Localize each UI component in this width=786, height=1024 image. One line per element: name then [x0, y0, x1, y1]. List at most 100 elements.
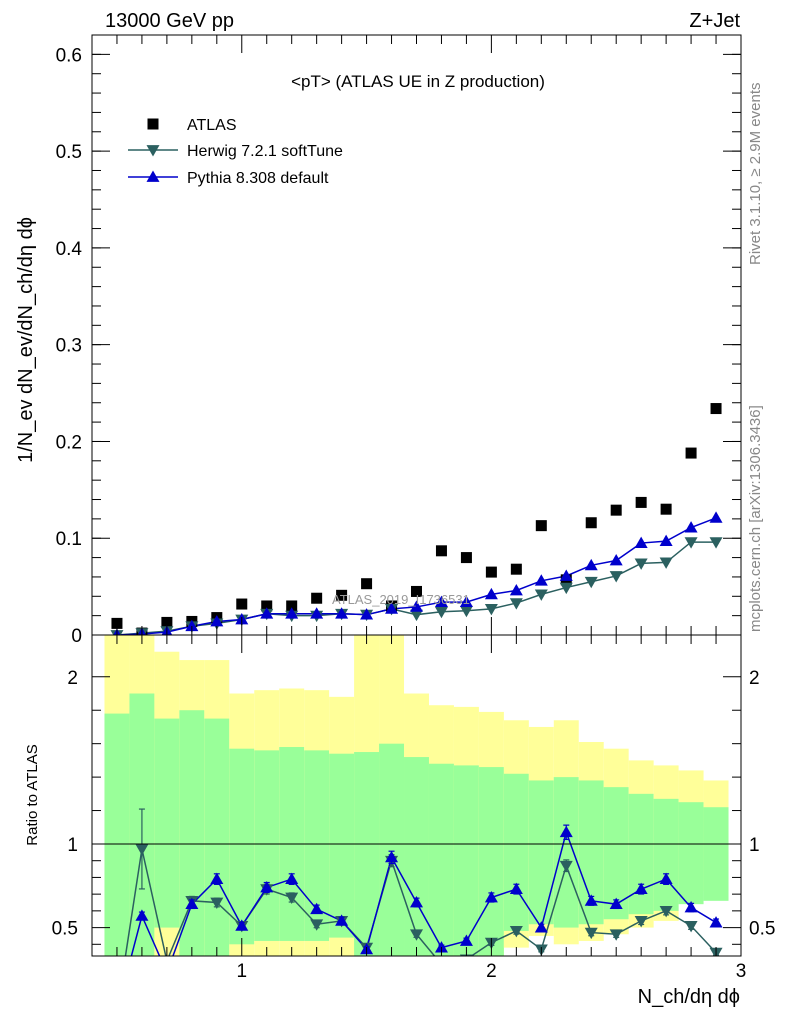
- ratio-y-tick-label: 2: [67, 668, 78, 689]
- uncertainty-bands: [104, 635, 729, 956]
- data-point: [484, 587, 498, 600]
- data-point: [210, 614, 224, 627]
- axis-tick-labels: 00.10.20.30.40.50.61 2 30.5 0.51 12 2: [52, 45, 776, 982]
- inner-band-bin: [254, 750, 280, 941]
- inner-band-bin: [428, 763, 454, 956]
- data-point: [111, 617, 123, 629]
- data-point: [385, 602, 399, 614]
- data-point: [534, 589, 548, 601]
- y-tick-label: 0.1: [56, 529, 82, 550]
- ratio-point: [584, 927, 598, 940]
- ratio-point: [435, 959, 448, 970]
- ratio-point: [609, 897, 623, 910]
- ratio-point: [609, 929, 623, 941]
- ratio-point: [285, 872, 299, 884]
- ratio-y-tick-label-right: 2: [749, 668, 760, 689]
- data-point: [485, 566, 497, 578]
- data-point: [161, 616, 173, 628]
- y-tick-label: 0.6: [56, 45, 82, 66]
- data-point: [509, 598, 523, 610]
- ratio-point: [534, 921, 548, 933]
- data-point: [709, 537, 723, 549]
- ratio-point: [634, 882, 648, 894]
- ratio-point: [684, 901, 698, 913]
- y-tick-label: 0.4: [56, 239, 83, 260]
- top-y-axis-label: 1/N_ev dN_ev/dN_ch/dη dϕ: [15, 217, 37, 463]
- inner-band-bin: [154, 718, 180, 928]
- ratio-point: [559, 825, 573, 838]
- data-point: [660, 503, 672, 515]
- data-point: [559, 582, 573, 595]
- data-point: [535, 520, 547, 532]
- ratio-point: [659, 872, 673, 884]
- data-point: [260, 607, 274, 619]
- x-tick-label: 1: [236, 961, 247, 982]
- ratio-point: [434, 941, 448, 953]
- ratio-point: [709, 916, 723, 928]
- x-tick-label: 3: [736, 961, 747, 982]
- ratio-point: [135, 909, 149, 921]
- ratio-point: [210, 897, 224, 909]
- data-point: [285, 607, 299, 619]
- ratio-point: [260, 880, 274, 893]
- inner-band-bin: [478, 767, 504, 956]
- data-point: [434, 606, 448, 619]
- ratio-point: [659, 905, 673, 918]
- data-point: [411, 585, 422, 597]
- ratio-y-tick-label-right: 0.5: [749, 919, 775, 940]
- inner-band-bin: [528, 780, 554, 925]
- data-point: [311, 592, 323, 604]
- inner-band-bin: [329, 753, 355, 938]
- analysis-watermark: ATLAS_2019_I1736531: [332, 592, 470, 607]
- data-point: [510, 563, 522, 575]
- legend: ATLAS Herwig 7.2.1 softTune Pythia 8.308 d…: [128, 117, 343, 187]
- data-point: [410, 609, 423, 622]
- ratio-point: [185, 897, 199, 910]
- data-point: [610, 504, 622, 516]
- data-point: [534, 574, 548, 586]
- y-tick-label: 0.5: [56, 142, 82, 163]
- legend-label: ATLAS: [187, 117, 237, 134]
- ratio-point: [410, 929, 423, 941]
- data-point: [286, 600, 298, 612]
- ratio-y-tick-label: 0.5: [52, 919, 78, 940]
- data-point: [484, 603, 498, 616]
- ratio-point: [584, 894, 598, 906]
- x-axis-label: N_ch/dη dϕ: [638, 986, 740, 1008]
- bottom-y-axis-label: Ratio to ATLAS: [24, 744, 41, 845]
- legend-label: Pythia 8.308 default: [187, 170, 329, 187]
- ratio-point: [410, 896, 423, 908]
- ratio-point: [110, 1005, 123, 1016]
- data-point: [236, 598, 248, 610]
- process-label: Z+Jet: [689, 10, 740, 32]
- inner-band-bin: [229, 748, 255, 945]
- chart-title: <pT> (ATLAS UE in Z production): [291, 72, 545, 91]
- axis-ticks: [91, 35, 742, 956]
- inner-band-bin: [653, 798, 679, 911]
- data-point: [584, 576, 598, 589]
- data-point: [435, 545, 447, 557]
- inner-band-bin: [503, 773, 529, 931]
- ratio-point: [509, 926, 523, 938]
- rivet-label: Rivet 3.1.10, ≥ 2.9M events: [747, 83, 764, 266]
- data-point: [335, 607, 349, 619]
- inner-band-bin: [703, 807, 729, 901]
- ratio-point: [484, 890, 498, 903]
- data-point: [336, 589, 348, 601]
- legend-marker: [146, 145, 160, 157]
- ratio-point: [459, 934, 473, 946]
- data-point: [609, 553, 623, 566]
- inner-band-bin: [204, 718, 230, 956]
- ratio-point: [160, 966, 173, 977]
- data-point: [261, 600, 273, 612]
- data-point: [460, 552, 472, 564]
- ratio-point: [509, 882, 523, 894]
- ratio-point: [634, 916, 648, 928]
- mcplots-label: mcplots.cern.ch [arXiv:1306.3436]: [747, 405, 764, 632]
- inner-band-bin: [104, 713, 130, 956]
- inner-band-bin: [603, 787, 629, 920]
- inner-band-bin: [628, 793, 654, 915]
- data-point: [609, 571, 623, 583]
- legend-marker: [147, 118, 159, 130]
